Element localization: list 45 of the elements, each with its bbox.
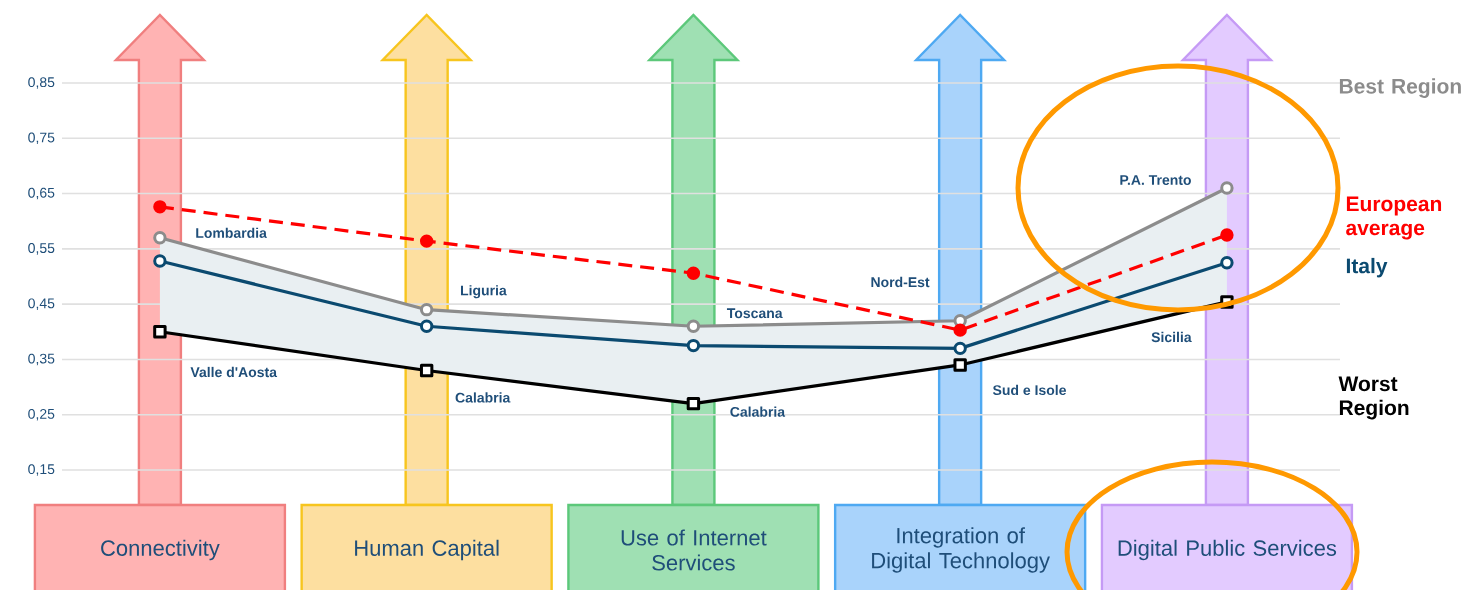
point [1220, 255, 1234, 270]
x-tick-label: Human Capital [355, 539, 499, 561]
x-tick-label: Integration of Digital Technology [872, 527, 1050, 573]
y-tick-label: 0,55 [28, 243, 55, 255]
annotation: Sud e Isole [992, 384, 1066, 396]
annotation: Calabria [455, 392, 511, 403]
point [1220, 181, 1234, 195]
point [153, 200, 167, 214]
y-tick-label: 0,45 [28, 298, 55, 310]
point [153, 254, 167, 268]
annotation: Liguria [460, 285, 507, 299]
y-tick-label: 0,25 [28, 408, 55, 421]
point [419, 363, 434, 378]
point [1220, 228, 1234, 242]
point [419, 302, 434, 317]
x-tick-label: Use of Internet Services [621, 529, 767, 571]
y-tick-label: 0,35 [28, 353, 55, 366]
annotation: Valle d'Aosta [190, 366, 278, 378]
x-tick-label: Digital Public Services [1118, 539, 1337, 561]
y-tick-label: 0,65 [28, 187, 55, 200]
point [419, 234, 434, 248]
annotation: Toscana [726, 308, 783, 319]
point [686, 396, 701, 411]
annotation: Lombardia [196, 227, 267, 238]
point [953, 323, 967, 337]
point [953, 358, 967, 372]
annotation: Sicilia [1151, 331, 1192, 343]
point [953, 341, 967, 356]
point [686, 338, 701, 353]
text: Best Region [1339, 78, 1461, 98]
point [419, 319, 434, 333]
point [153, 231, 167, 245]
text: Italy [1346, 257, 1388, 278]
y-tick-label: 0,85 [28, 77, 55, 89]
text: European average [1346, 196, 1442, 240]
point [686, 266, 701, 280]
annotation: Nord-Est [871, 276, 930, 288]
y-tick-label: 0,75 [28, 132, 55, 145]
y-tick-label: 0,15 [28, 464, 55, 476]
annotation: P.A. Trento [1120, 175, 1191, 185]
text: Worst Region [1338, 376, 1409, 420]
point [153, 325, 167, 339]
point [686, 319, 701, 333]
annotation: Calabria [730, 406, 786, 417]
x-tick-label: Connectivity [101, 539, 220, 561]
